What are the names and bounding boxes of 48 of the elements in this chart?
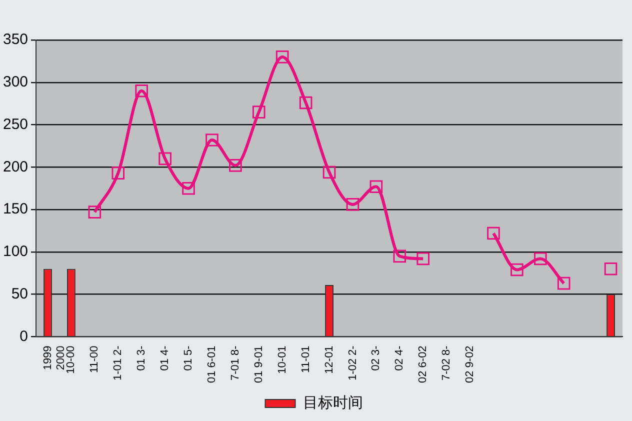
x-tick-label: 10-00	[65, 346, 78, 374]
x-tick-label: 11-00	[88, 346, 101, 374]
x-tick-label: 02 6-02	[417, 346, 430, 384]
x-tick-label: 01 9-01	[252, 346, 265, 384]
point	[88, 206, 102, 218]
point	[370, 180, 383, 194]
y-tick-label: 350	[2, 31, 28, 48]
point	[229, 159, 242, 172]
point	[604, 262, 618, 276]
point	[252, 106, 266, 118]
y-tick-label: 150	[2, 200, 28, 218]
point	[416, 252, 430, 266]
point	[487, 226, 500, 240]
y-tick-label: 250	[2, 116, 28, 133]
x-tick-label: 02 4-	[394, 345, 406, 371]
point	[182, 182, 195, 195]
x-tick-label: 1-02 2-	[346, 345, 359, 381]
x-tick-label: 11-01	[300, 346, 312, 374]
y-tick-label: 50	[11, 285, 28, 302]
x-tick-label: 12-01	[323, 346, 336, 374]
point	[393, 250, 406, 263]
x-tick-label: 02 3-	[370, 345, 382, 371]
point	[206, 134, 218, 146]
point	[276, 50, 289, 64]
point	[534, 252, 547, 266]
point	[557, 276, 570, 290]
x-tick-label: 01 4-	[159, 345, 172, 371]
legend-label: 目标时间	[302, 393, 363, 412]
x-tick-label: 7-01 8-	[229, 345, 242, 381]
point	[158, 152, 172, 166]
x-tick-label: 1999 2000	[42, 346, 67, 370]
point	[299, 96, 312, 110]
y-tick-label: 300	[2, 74, 28, 91]
x-tick-label: 1-01 2-	[112, 345, 124, 381]
point	[135, 84, 148, 98]
x-tick-label: 10-01	[276, 346, 288, 374]
x-tick-label: 7-02 8-	[440, 345, 453, 381]
x-tick-label: 01 3-	[136, 345, 148, 371]
x-tick-label: 01 5-	[182, 345, 195, 371]
point	[510, 263, 524, 276]
point	[322, 166, 336, 179]
y-tick-label: 200	[2, 158, 28, 176]
x-tick-label: 02 9-02	[464, 346, 476, 384]
point	[112, 166, 125, 180]
y-tick-label: 0	[20, 328, 28, 345]
y-tick-label: 100	[2, 243, 28, 260]
x-tick-label: 01 6-01	[206, 346, 218, 384]
point	[346, 198, 360, 211]
